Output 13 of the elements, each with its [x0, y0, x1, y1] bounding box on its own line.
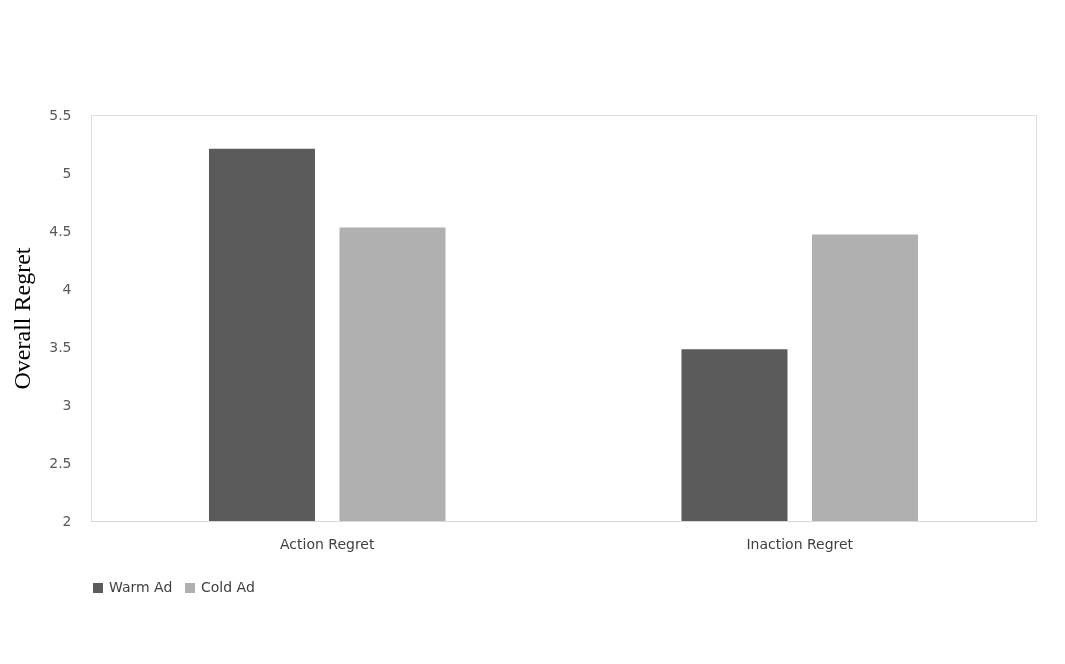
y-tick-label: 2	[62, 512, 72, 529]
legend-label: Warm Ad	[109, 579, 173, 595]
y-tick-label: 3.5	[49, 338, 72, 355]
y-axis-title: Overall Regret	[9, 247, 36, 390]
y-tick-label: 3	[62, 396, 72, 413]
y-tick-label: 2.5	[49, 454, 72, 471]
x-tick-label: Inaction Regret	[746, 535, 854, 552]
y-tick-label: 4	[62, 280, 72, 297]
legend-label: Cold Ad	[201, 579, 255, 595]
y-tick-label: 5.5	[49, 106, 72, 123]
y-tick-label: 5	[62, 164, 72, 181]
x-tick-label: Action Regret	[280, 535, 375, 552]
y-tick-label: 4.5	[49, 222, 72, 239]
